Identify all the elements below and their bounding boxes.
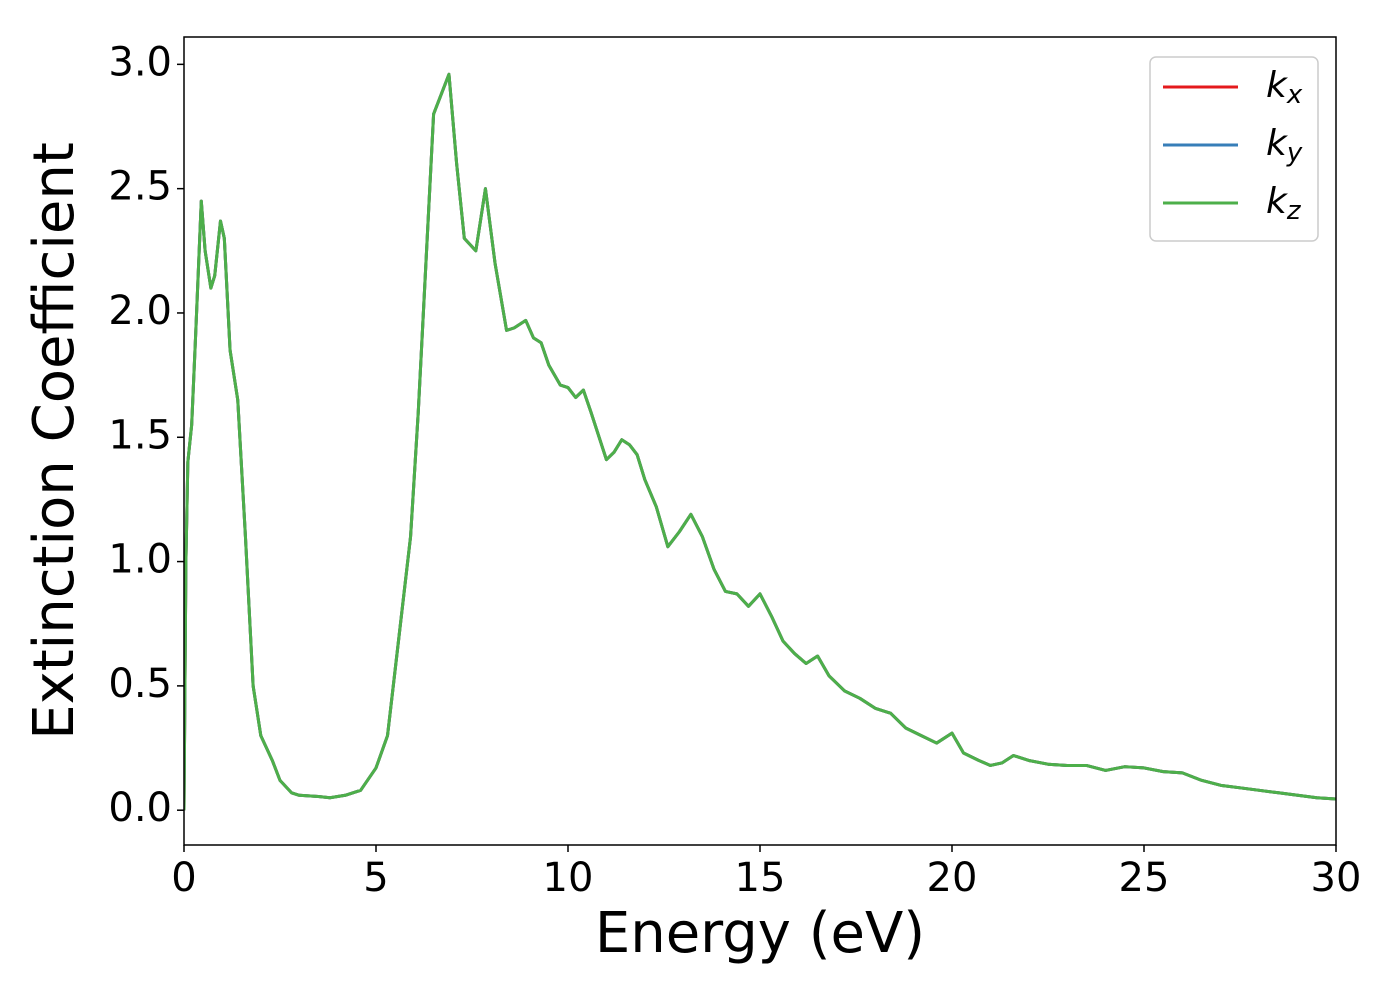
legend-label: kz bbox=[1266, 181, 1302, 226]
y-tick-label: 3.0 bbox=[108, 39, 172, 85]
legend-box bbox=[1149, 56, 1319, 242]
y-tick-label: 1.5 bbox=[108, 412, 172, 458]
y-tick-label: 0.5 bbox=[108, 661, 172, 707]
y-tick-label: 0.0 bbox=[108, 785, 172, 831]
x-tick-label: 20 bbox=[927, 855, 978, 901]
series-line bbox=[184, 72, 1336, 811]
legend-label: ky bbox=[1266, 123, 1303, 168]
x-tick-label: 30 bbox=[1311, 855, 1362, 901]
y-axis-label: Extinction Coefficient bbox=[22, 142, 87, 740]
y-tick-label: 2.0 bbox=[108, 288, 172, 334]
x-tick-label: 10 bbox=[543, 855, 594, 901]
x-tick-label: 15 bbox=[735, 855, 786, 901]
x-tick-label: 5 bbox=[363, 855, 388, 901]
y-tick-label: 1.0 bbox=[108, 537, 172, 583]
x-tick-label: 25 bbox=[1119, 855, 1170, 901]
x-axis-label: Energy (eV) bbox=[595, 901, 925, 966]
legend-label: kx bbox=[1266, 65, 1303, 110]
plot-frame bbox=[183, 36, 1337, 846]
y-tick-label: 2.5 bbox=[108, 164, 172, 210]
x-tick-label: 0 bbox=[171, 855, 196, 901]
